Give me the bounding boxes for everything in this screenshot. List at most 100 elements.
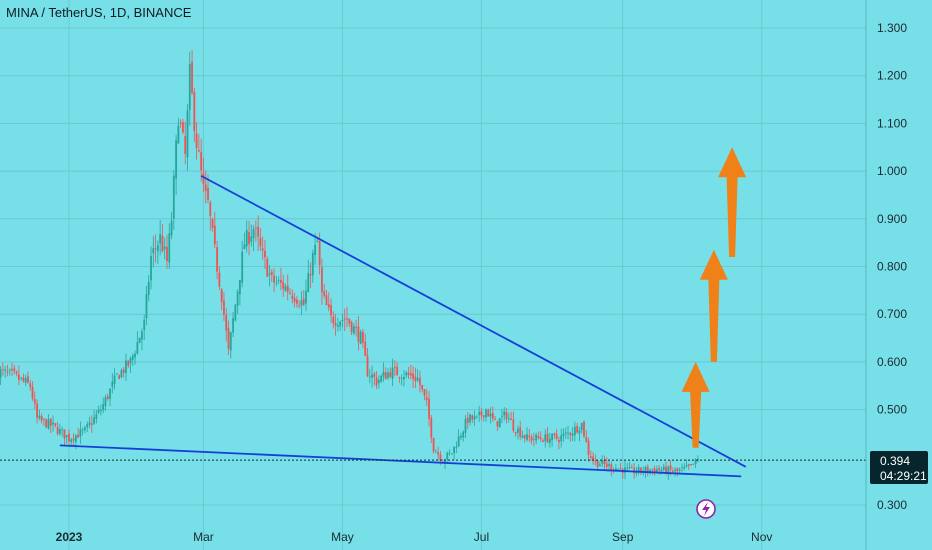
candle-down xyxy=(542,440,544,442)
candle-up xyxy=(562,433,565,437)
time-axis[interactable]: 2023 Mar May Jul Sep Nov xyxy=(56,530,773,544)
candle-up xyxy=(416,377,419,381)
candle-up xyxy=(245,229,248,247)
candle-down xyxy=(496,421,499,427)
candle-down xyxy=(298,305,301,307)
candle-up xyxy=(475,415,478,417)
price-tick-label: 1.000 xyxy=(877,164,907,178)
candle-up xyxy=(305,290,307,304)
candle-down xyxy=(293,297,296,302)
candle-up xyxy=(564,432,567,434)
candle-down xyxy=(505,412,508,419)
candle-up xyxy=(391,367,394,379)
time-tick-label: May xyxy=(331,530,354,544)
candle-down xyxy=(17,374,20,380)
candle-up xyxy=(446,452,449,460)
candle-down xyxy=(36,403,38,418)
price-tick-label: 0.600 xyxy=(877,355,907,369)
candle-up xyxy=(163,246,166,250)
candle-up xyxy=(109,388,111,399)
candle-up xyxy=(444,459,446,463)
candle-up xyxy=(52,422,54,425)
candle-down xyxy=(216,247,219,272)
candle-up xyxy=(145,294,148,319)
candle-up xyxy=(300,300,303,306)
candle-down xyxy=(72,438,75,441)
candle-down xyxy=(480,410,483,416)
candle-down xyxy=(223,300,225,315)
candle-down xyxy=(658,468,661,471)
candle-up xyxy=(156,245,159,252)
candle-down xyxy=(487,409,490,417)
time-tick-label: Jul xyxy=(474,530,489,544)
candle-up xyxy=(400,378,403,379)
candle-up xyxy=(678,469,681,471)
candle-down xyxy=(665,466,667,474)
candle-down xyxy=(355,327,358,328)
candle-up xyxy=(188,63,191,110)
candle-up xyxy=(4,369,7,371)
bar-countdown: 04:29:21 xyxy=(880,469,927,483)
candle-down xyxy=(11,368,13,371)
candle-down xyxy=(280,280,282,283)
price-tick-label: 1.300 xyxy=(877,21,907,35)
candle-down xyxy=(396,366,399,376)
candle-down xyxy=(286,285,289,293)
candle-down xyxy=(161,235,164,252)
descending-trendline xyxy=(200,175,747,468)
candle-up xyxy=(8,369,11,371)
candle-down xyxy=(576,426,579,433)
candle-up xyxy=(507,418,510,419)
candle-up xyxy=(359,331,362,344)
candle-down xyxy=(523,435,526,439)
candle-down xyxy=(202,173,205,184)
candle-up xyxy=(241,251,244,283)
candle-down xyxy=(558,440,560,443)
candle-up xyxy=(0,369,2,378)
candle-down xyxy=(259,238,262,247)
price-tick-label: 0.800 xyxy=(877,260,907,274)
candle-down xyxy=(466,417,469,423)
candle-down xyxy=(346,318,348,320)
candle-up xyxy=(681,467,683,469)
candle-down xyxy=(546,433,549,443)
candle-down xyxy=(375,377,378,386)
candle-up xyxy=(453,446,456,454)
candle-down xyxy=(373,373,376,378)
candle-down xyxy=(596,460,599,467)
candle-up xyxy=(473,416,476,420)
flash-badge[interactable] xyxy=(696,499,716,519)
candle-up xyxy=(656,469,658,473)
candle-up xyxy=(635,472,638,474)
candle-down xyxy=(118,375,121,380)
candle-up xyxy=(141,331,143,340)
candle-down xyxy=(184,136,187,154)
candle-down xyxy=(68,433,70,442)
candle-down xyxy=(282,282,285,289)
price-tick-label: 0.700 xyxy=(877,307,907,321)
candle-down xyxy=(302,298,305,305)
candle-up xyxy=(250,236,253,242)
candle-up xyxy=(544,434,547,442)
candle-up xyxy=(177,125,180,144)
candle-down xyxy=(182,122,184,133)
candle-down xyxy=(409,373,412,376)
candle-up xyxy=(65,435,68,438)
candle-down xyxy=(327,304,330,308)
lightning-bolt-icon xyxy=(702,502,710,516)
candle-down xyxy=(195,133,198,149)
candle-up xyxy=(134,353,136,358)
candle-up xyxy=(683,466,686,469)
candle-up xyxy=(660,469,663,472)
candle-down xyxy=(491,413,494,419)
candle-down xyxy=(412,373,414,379)
candle-down xyxy=(640,467,642,472)
candle-up xyxy=(311,253,314,276)
candle-down xyxy=(537,435,540,438)
candle-up xyxy=(450,453,453,455)
candle-down xyxy=(154,248,157,249)
candle-down xyxy=(603,460,606,465)
candle-up xyxy=(567,432,569,434)
price-axis[interactable]: 1.300 1.200 1.100 1.000 0.900 0.800 0.700 0.600… xyxy=(877,21,907,512)
